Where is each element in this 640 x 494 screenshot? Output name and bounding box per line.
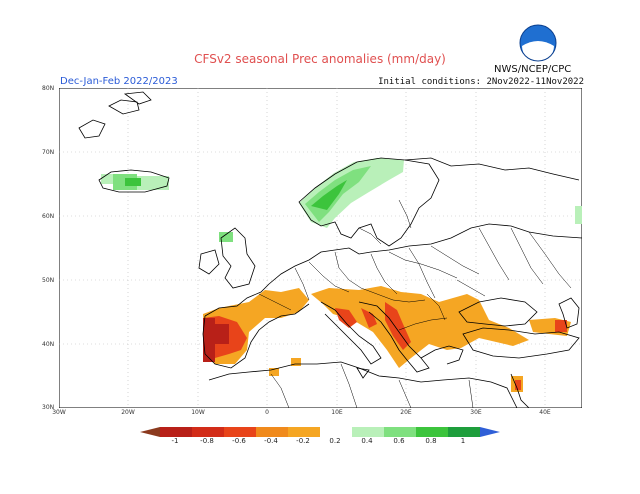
legend-swatch xyxy=(352,427,384,437)
wet-anomaly-region xyxy=(101,158,582,242)
lon-label: 40E xyxy=(539,409,551,416)
legend-label: -0.2 xyxy=(296,437,310,445)
legend-swatch xyxy=(256,427,288,437)
noaa-logo xyxy=(519,24,557,62)
legend-swatch xyxy=(320,427,352,437)
lon-label: 10W xyxy=(191,409,205,416)
chart-title: CFSv2 seasonal Prec anomalies (mm/day) xyxy=(194,52,446,66)
legend-swatch xyxy=(448,427,480,437)
lat-label: 40N xyxy=(42,341,55,348)
lon-label: 30W xyxy=(52,409,66,416)
legend-label: 1 xyxy=(460,437,466,445)
organization-label: NWS/NCEP/CPC xyxy=(494,64,572,75)
lon-label: 20E xyxy=(400,409,412,416)
legend-swatch xyxy=(224,427,256,437)
lat-label: 50N xyxy=(42,277,55,284)
legend-label: -0.4 xyxy=(264,437,278,445)
legend-label: 0.2 xyxy=(329,437,341,445)
legend-label: -1 xyxy=(171,437,179,445)
lon-label: 10E xyxy=(331,409,343,416)
legend-arrow-dry xyxy=(140,427,160,437)
map-canvas xyxy=(59,88,582,408)
legend-label: 0.4 xyxy=(361,437,373,445)
season-label: Dec-Jan-Feb 2022/2023 xyxy=(60,76,178,87)
lon-label: 30E xyxy=(470,409,482,416)
country-borders xyxy=(258,199,572,408)
legend-swatch xyxy=(384,427,416,437)
lat-label: 80N xyxy=(42,85,55,92)
lat-label: 70N xyxy=(42,149,55,156)
dry-anomaly-region xyxy=(203,286,571,392)
legend-swatch xyxy=(416,427,448,437)
legend-swatch xyxy=(160,427,192,437)
graticule xyxy=(59,88,582,408)
legend-label: 0.8 xyxy=(425,437,437,445)
lat-label: 60N xyxy=(42,213,55,220)
lon-label: 20W xyxy=(121,409,135,416)
coastlines xyxy=(78,91,582,408)
legend-label: -0.6 xyxy=(232,437,246,445)
legend-swatch xyxy=(288,427,320,437)
legend-label: -0.8 xyxy=(200,437,214,445)
legend-colorbar xyxy=(140,427,500,437)
legend-swatch xyxy=(192,427,224,437)
initial-conditions-label: Initial conditions: 2Nov2022-11Nov2022 xyxy=(378,77,584,87)
legend-label: 0.6 xyxy=(393,437,405,445)
lon-label: 0 xyxy=(265,409,269,416)
legend-arrow-wet xyxy=(480,427,500,437)
lat-label: 30N xyxy=(42,404,55,411)
